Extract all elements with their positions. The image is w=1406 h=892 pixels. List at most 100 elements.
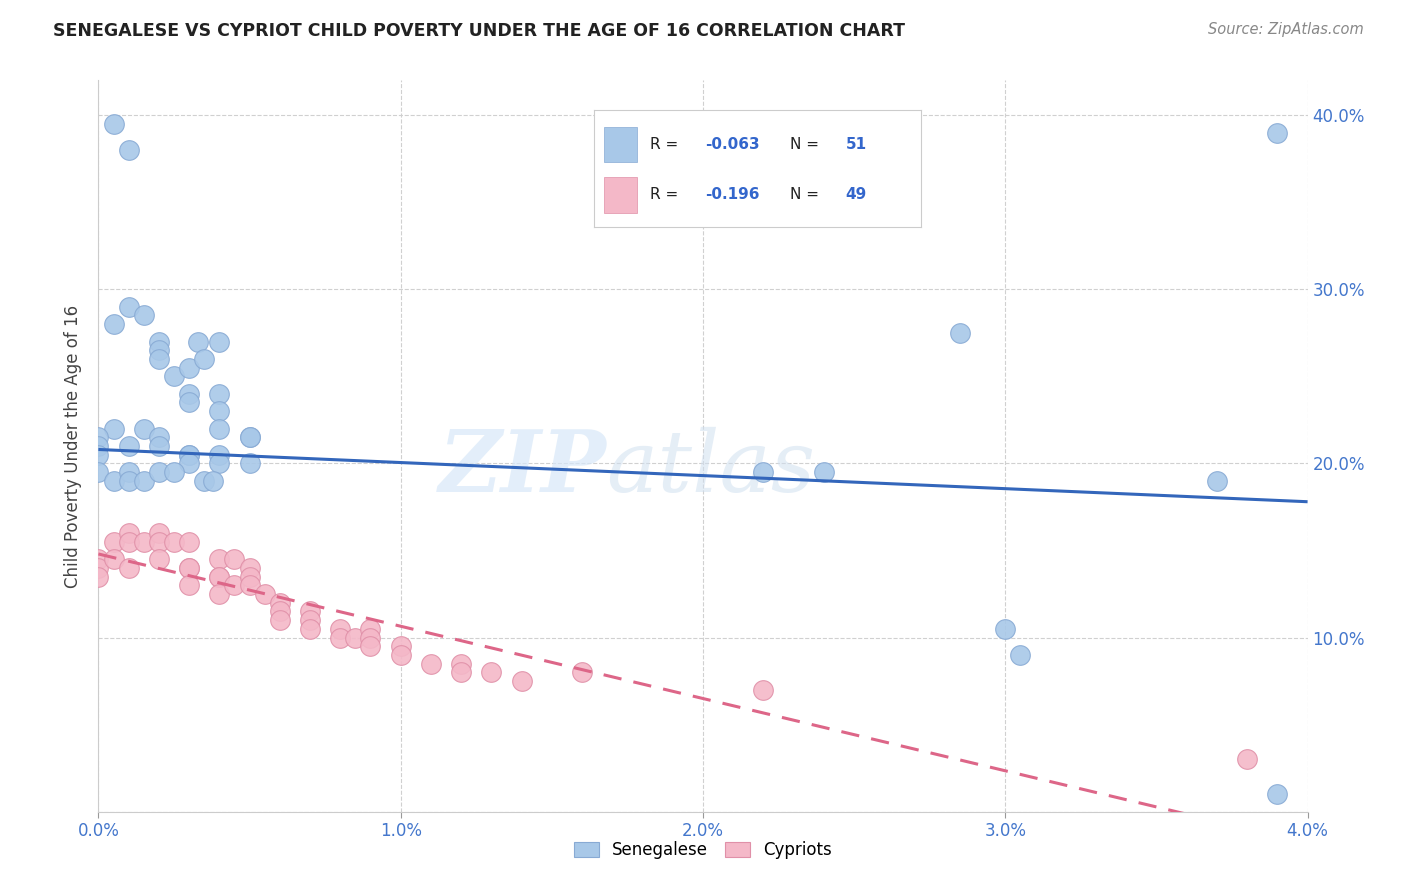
Point [103, 421, 125, 435]
Point [481, 665, 503, 680]
Point [148, 351, 170, 366]
Point [329, 631, 352, 645]
Point [239, 561, 262, 575]
Point [179, 360, 201, 375]
Y-axis label: Child Poverty Under the Age of 16: Child Poverty Under the Age of 16 [65, 304, 83, 588]
Point [208, 552, 231, 566]
Point [148, 334, 170, 349]
Point [1267, 787, 1289, 801]
Point [329, 622, 352, 636]
Point [239, 430, 262, 444]
Point [299, 622, 322, 636]
Point [87, 448, 110, 462]
Text: atlas: atlas [606, 426, 815, 509]
Point [239, 569, 262, 583]
Point [187, 334, 209, 349]
Point [193, 351, 215, 366]
Point [208, 404, 231, 418]
Point [450, 665, 472, 680]
Point [179, 578, 201, 592]
Point [163, 534, 186, 549]
Point [148, 465, 170, 479]
Point [224, 578, 246, 592]
Point [87, 439, 110, 453]
Point [118, 439, 141, 453]
Point [224, 552, 246, 566]
Point [132, 421, 155, 435]
Point [87, 561, 110, 575]
Point [752, 682, 775, 697]
Point [103, 552, 125, 566]
Point [87, 569, 110, 583]
Point [148, 439, 170, 453]
Point [118, 300, 141, 314]
Point [389, 648, 412, 662]
Point [148, 343, 170, 358]
Point [208, 421, 231, 435]
Point [1267, 126, 1289, 140]
Point [103, 317, 125, 331]
Point [253, 587, 276, 601]
Point [450, 657, 472, 671]
Point [179, 386, 201, 401]
Point [87, 552, 110, 566]
Point [208, 448, 231, 462]
Point [813, 465, 835, 479]
Point [148, 430, 170, 444]
Point [118, 561, 141, 575]
Point [103, 474, 125, 488]
Point [994, 622, 1017, 636]
Point [208, 569, 231, 583]
Point [193, 474, 215, 488]
Legend: Senegalese, Cypriots: Senegalese, Cypriots [567, 834, 839, 865]
Point [87, 430, 110, 444]
Point [179, 561, 201, 575]
Point [360, 622, 382, 636]
Point [118, 465, 141, 479]
Point [103, 534, 125, 549]
Point [202, 474, 225, 488]
Point [752, 465, 775, 479]
Point [132, 309, 155, 323]
Point [118, 526, 141, 541]
Point [299, 613, 322, 627]
Point [269, 613, 291, 627]
Point [269, 604, 291, 618]
Point [389, 640, 412, 654]
Point [1010, 648, 1032, 662]
Point [179, 561, 201, 575]
Point [299, 604, 322, 618]
Point [118, 534, 141, 549]
Point [344, 631, 367, 645]
Point [208, 587, 231, 601]
Point [949, 326, 972, 340]
Point [1206, 474, 1229, 488]
Point [132, 474, 155, 488]
Point [208, 386, 231, 401]
Point [179, 448, 201, 462]
Point [239, 430, 262, 444]
Point [208, 457, 231, 471]
Point [571, 665, 593, 680]
Point [87, 465, 110, 479]
Point [163, 465, 186, 479]
Point [510, 674, 533, 689]
Point [208, 334, 231, 349]
Point [208, 569, 231, 583]
Point [269, 596, 291, 610]
Text: ZIP: ZIP [439, 426, 606, 509]
Point [360, 631, 382, 645]
Point [239, 578, 262, 592]
Point [420, 657, 443, 671]
Point [179, 534, 201, 549]
Point [103, 117, 125, 131]
Point [118, 143, 141, 157]
Point [239, 457, 262, 471]
Point [148, 552, 170, 566]
Text: SENEGALESE VS CYPRIOT CHILD POVERTY UNDER THE AGE OF 16 CORRELATION CHART: SENEGALESE VS CYPRIOT CHILD POVERTY UNDE… [53, 22, 905, 40]
Point [132, 534, 155, 549]
Point [163, 369, 186, 384]
Point [148, 534, 170, 549]
Point [179, 448, 201, 462]
Point [360, 640, 382, 654]
